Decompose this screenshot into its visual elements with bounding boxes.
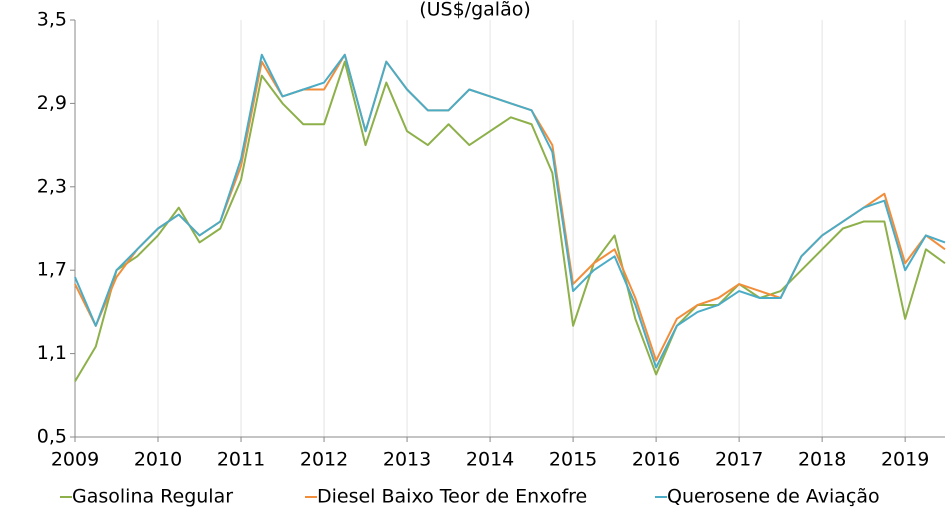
y-tick-label: 1,1: [37, 342, 67, 364]
legend-label: Querosene de Aviação: [667, 486, 880, 508]
y-tick-label: 2,9: [37, 92, 67, 114]
x-tick-label: 2011: [217, 449, 265, 471]
x-tick-label: 2010: [134, 449, 182, 471]
legend-label: Gasolina Regular: [72, 486, 233, 508]
series-line: [74, 53, 946, 362]
x-tick-label: 2012: [300, 449, 348, 471]
y-tick-label: 1,7: [37, 259, 67, 281]
series-line: [74, 53, 946, 369]
y-tick-label: 2,3: [37, 175, 67, 197]
y-tick-label: 3,5: [37, 9, 67, 31]
legend-label: Diesel Baixo Teor de Enxofre: [317, 486, 587, 508]
x-tick-label: 2015: [549, 449, 597, 471]
x-tick-label: 2018: [798, 449, 846, 471]
x-tick-label: 2009: [51, 449, 99, 471]
x-tick-label: 2014: [466, 449, 514, 471]
x-tick-label: 2019: [881, 449, 929, 471]
x-tick-label: 2017: [715, 449, 763, 471]
chart-title: (US$/galão): [419, 0, 531, 21]
x-tick-label: 2013: [383, 449, 431, 471]
y-tick-label: 0,5: [37, 426, 67, 448]
series-line: [74, 60, 946, 382]
x-tick-label: 2016: [632, 449, 680, 471]
